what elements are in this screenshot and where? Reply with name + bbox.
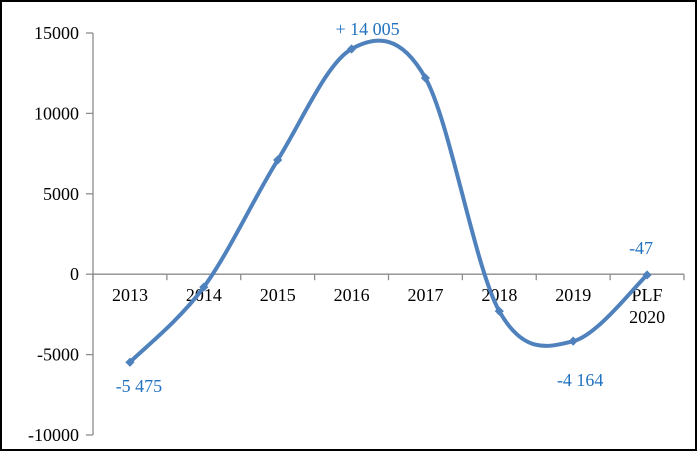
data-point-label: -47 [629, 238, 653, 258]
y-axis-label: 5000 [43, 184, 79, 204]
data-point-marker [420, 73, 431, 83]
x-axis-label: 2013 [112, 285, 148, 305]
data-point-label: + 14 005 [335, 19, 399, 39]
data-point-marker [494, 306, 504, 316]
y-axis-label: 10000 [34, 103, 79, 123]
data-point-label: -5 475 [116, 376, 163, 396]
x-axis-label: 2018 [481, 285, 517, 305]
y-axis-label: -10000 [28, 425, 79, 445]
y-axis-label: 15000 [34, 23, 79, 43]
x-axis-label: 2017 [407, 285, 443, 305]
data-point-marker [125, 357, 135, 367]
data-point-label: -4 164 [557, 370, 604, 390]
data-point-marker [346, 44, 357, 54]
y-axis-label: 0 [70, 264, 79, 284]
data-point-marker [199, 282, 209, 292]
y-axis-label: -5000 [37, 345, 79, 365]
x-axis-label: PLF 2020 [629, 285, 665, 327]
x-axis-label: 2015 [260, 285, 296, 305]
data-point-marker [273, 155, 283, 165]
data-point-marker [568, 336, 578, 346]
data-point-marker [642, 270, 652, 280]
x-axis-label: 2016 [334, 285, 370, 305]
series-curve [127, 38, 650, 365]
x-axis-label: 2019 [555, 285, 591, 305]
